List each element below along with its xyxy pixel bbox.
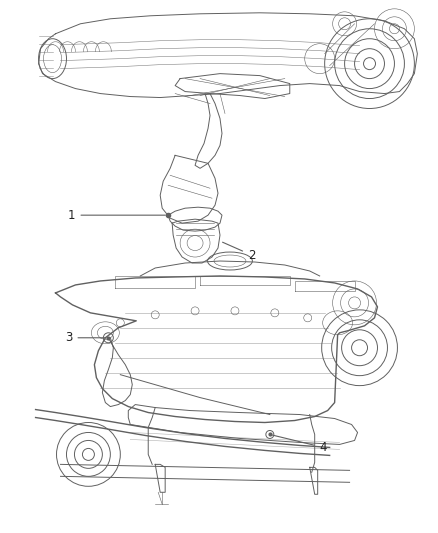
Text: 3: 3	[65, 332, 106, 344]
Text: 4: 4	[272, 435, 327, 454]
Text: 1: 1	[68, 208, 166, 222]
Text: 2: 2	[223, 242, 255, 262]
